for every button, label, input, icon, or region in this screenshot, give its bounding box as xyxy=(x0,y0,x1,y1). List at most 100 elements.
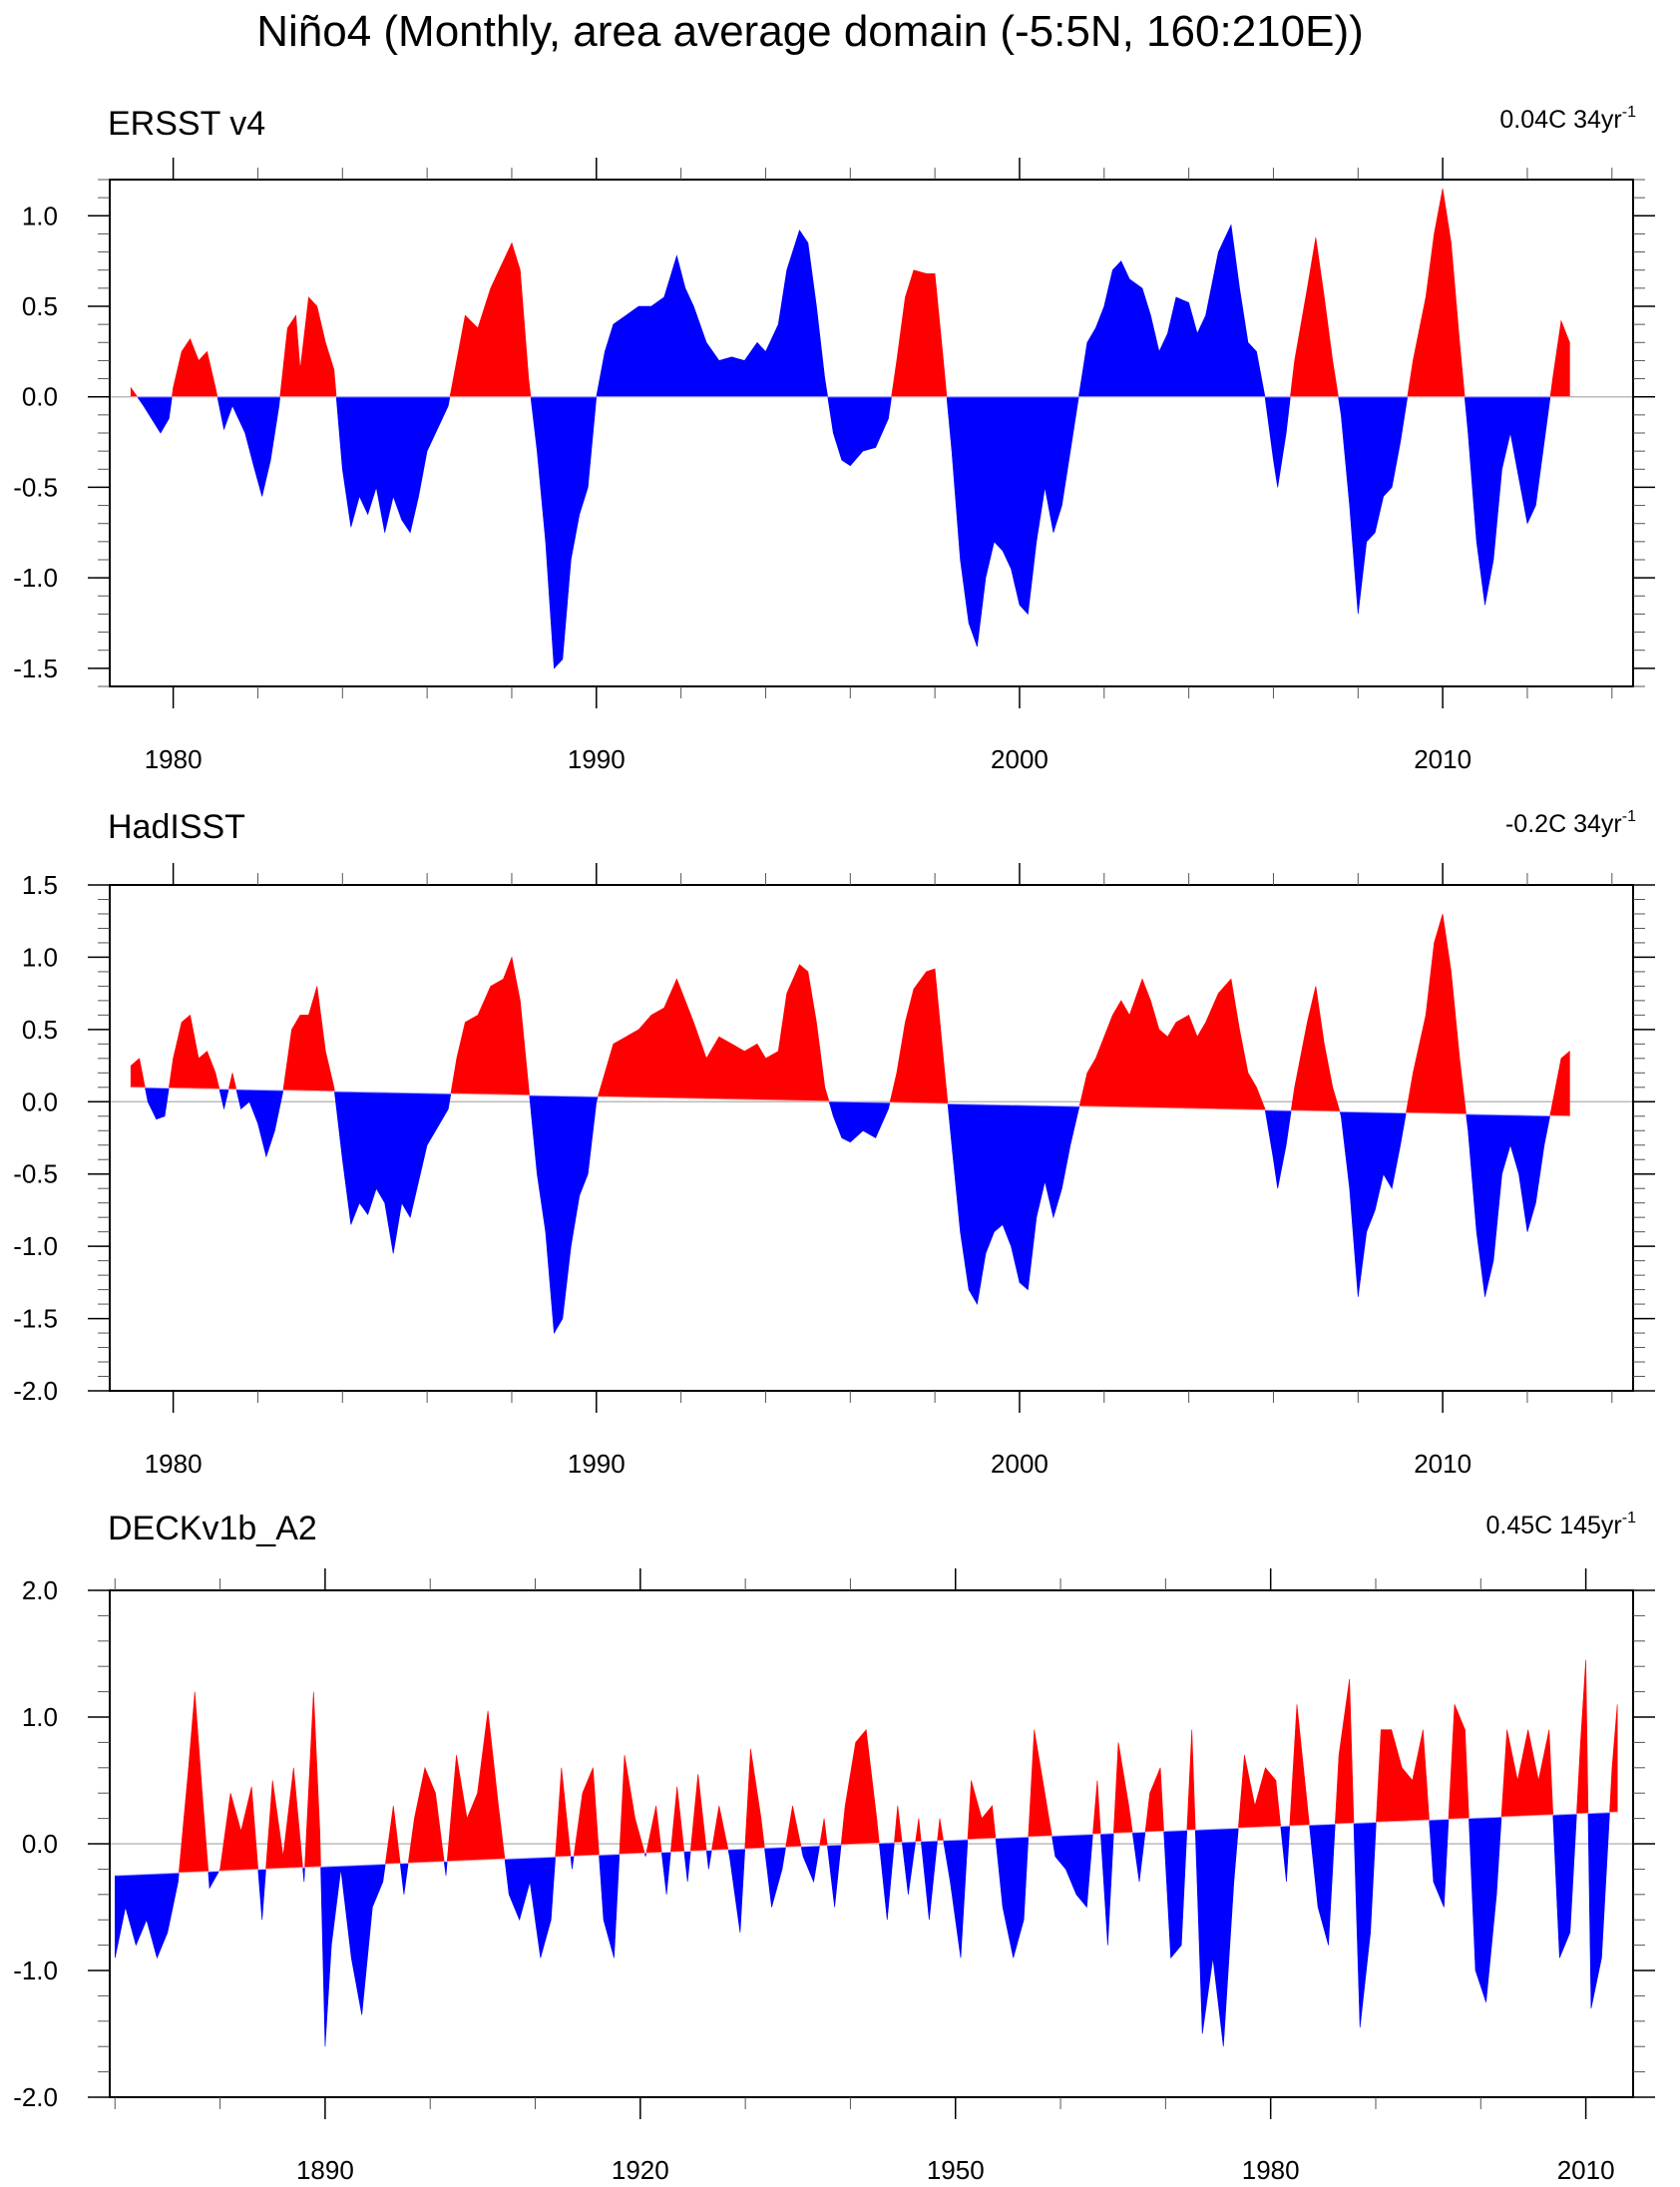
negative-anomaly-area xyxy=(1194,1827,1239,2047)
negative-anomaly-area xyxy=(1280,1825,1291,1883)
negative-anomaly-area xyxy=(1587,1812,1610,2009)
negative-anomaly-area xyxy=(530,229,829,669)
panel-hadisst: HadISST -0.2C 34yr-1 -2.0 -1.5 -1.0 -0.5 0.0 0… xyxy=(13,808,1655,1479)
positive-anomaly-area xyxy=(619,1755,645,1855)
x-tick-label: 1950 xyxy=(927,2155,985,2185)
trend-exponent: -1 xyxy=(1622,1510,1636,1527)
negative-anomaly-area xyxy=(1469,1816,1502,2002)
y-tick-label: -2.0 xyxy=(13,2082,58,2112)
negative-anomaly-area xyxy=(800,1845,820,1884)
positive-anomaly-area xyxy=(1549,319,1570,397)
positive-anomaly-area xyxy=(217,1786,259,1872)
positive-anomaly-area xyxy=(1576,1659,1589,1815)
negative-anomaly-area xyxy=(599,1854,621,1959)
y-tick-label: 1.0 xyxy=(22,201,58,230)
y-tick-label: 1.0 xyxy=(22,1702,58,1732)
positive-anomaly-area xyxy=(265,1767,303,1870)
positive-anomaly-area xyxy=(446,1710,506,1863)
positive-anomaly-area xyxy=(645,1805,662,1854)
negative-anomaly-area xyxy=(920,1840,938,1921)
positive-anomaly-area xyxy=(1376,1729,1430,1823)
positive-anomaly-area xyxy=(744,1748,765,1850)
negative-anomaly-area xyxy=(1309,1823,1336,1946)
negative-anomaly-area xyxy=(1131,1831,1146,1883)
x-tick-label: 1980 xyxy=(145,1449,203,1479)
positive-anomaly-area xyxy=(1289,1704,1310,1827)
negative-anomaly-area xyxy=(828,1100,891,1143)
plot-area-hadisst: -2.0 -1.5 -1.0 -0.5 0.0 0.5 1.0 1.5 1980 1990 2000… xyxy=(13,863,1655,1479)
negative-anomaly-area xyxy=(901,1841,917,1895)
positive-anomaly-area xyxy=(711,1805,729,1851)
negative-anomaly-area xyxy=(333,1091,452,1254)
negative-anomaly-area xyxy=(660,1851,671,1895)
positive-anomaly-area xyxy=(819,1818,828,1847)
negative-anomaly-area xyxy=(570,1856,575,1870)
negative-anomaly-area xyxy=(1339,1110,1407,1297)
trend-label: -0.2C 34yr-1 xyxy=(1505,808,1636,838)
negative-anomaly-area xyxy=(218,1089,229,1109)
x-tick-label: 1980 xyxy=(145,744,203,774)
negative-anomaly-area xyxy=(1552,1813,1577,1959)
positive-anomaly-area xyxy=(669,1786,685,1853)
x-tick-label: 1980 xyxy=(1242,2155,1300,2185)
trend-exponent: -1 xyxy=(1622,808,1636,825)
positive-anomaly-area xyxy=(967,1780,997,1841)
positive-anomaly-area xyxy=(894,1805,903,1844)
y-tick-label: -1.5 xyxy=(13,1304,58,1334)
positive-anomaly-area xyxy=(1334,1678,1355,1825)
x-tick-label: 2000 xyxy=(991,1449,1049,1479)
panel-deck: DECKv1b_A2 0.45C 145yr-1 -2.0 -1.0 0.0 1.0 2.… xyxy=(13,1510,1655,2185)
negative-anomaly-area xyxy=(443,1861,448,1876)
negative-anomaly-area xyxy=(257,1869,266,1921)
negative-anomaly-area xyxy=(1051,1834,1093,1909)
negative-anomaly-area xyxy=(302,1867,305,1883)
trend-baseline xyxy=(115,1811,1618,1877)
trend-value: -0.2C xyxy=(1505,810,1566,838)
y-tick-label: 2.0 xyxy=(22,1575,58,1605)
negative-anomaly-area xyxy=(995,1836,1030,1959)
positive-anomaly-area xyxy=(915,1818,922,1843)
negative-anomaly-area xyxy=(946,223,1291,648)
negative-anomaly-area xyxy=(705,1850,712,1870)
trend-label: 0.45C 145yr-1 xyxy=(1486,1510,1637,1539)
negative-anomaly-area xyxy=(529,1094,599,1335)
positive-anomaly-area xyxy=(889,968,949,1104)
positive-anomaly-area xyxy=(1092,1780,1101,1835)
x-tick-label: 1890 xyxy=(296,2155,354,2185)
positive-anomaly-area xyxy=(449,241,532,397)
trend-period: 34yr xyxy=(1573,106,1622,134)
plot-area-deck: -2.0 -1.0 0.0 1.0 2.0 1890 1920 1950 1980 2010 xyxy=(13,1568,1655,2185)
negative-anomaly-area xyxy=(1429,1819,1450,1908)
negative-anomaly-area xyxy=(1099,1833,1114,1946)
positive-anomaly-area xyxy=(1078,978,1266,1110)
panel-title: ERSST v4 xyxy=(108,105,265,143)
negative-anomaly-area xyxy=(683,1851,691,1883)
plot-area-ersst: -1.5 -1.0 -0.5 0.0 0.5 1.0 1980 1990 2000 2010 xyxy=(13,158,1655,774)
positive-anomaly-area xyxy=(1549,1050,1570,1117)
y-tick-label: 0.5 xyxy=(22,291,58,321)
positive-anomaly-area xyxy=(937,1818,944,1842)
negative-anomaly-area xyxy=(335,396,451,534)
positive-anomaly-area xyxy=(1407,189,1466,397)
panel-ersst: ERSST v4 0.04C 34yr-1 -1.5 -1.0 -0.5 0.0 0.5 1… xyxy=(13,104,1655,774)
negative-anomaly-area xyxy=(399,1863,409,1895)
trend-period: 34yr xyxy=(1573,810,1622,838)
positive-anomaly-area xyxy=(1112,1742,1133,1834)
negative-anomaly-area xyxy=(878,1842,895,1921)
y-tick-label: 1.5 xyxy=(22,870,58,900)
negative-anomaly-area xyxy=(137,396,173,434)
positive-anomaly-area xyxy=(597,964,830,1102)
trend-value: 0.04C xyxy=(1499,106,1566,134)
negative-anomaly-area xyxy=(1264,1109,1292,1189)
x-tick-label: 2010 xyxy=(1414,1449,1471,1479)
trend-period: 145yr xyxy=(1559,1512,1622,1539)
negative-anomaly-area xyxy=(1464,396,1551,606)
positive-anomaly-area xyxy=(573,1767,600,1857)
negative-anomaly-area xyxy=(235,1089,284,1158)
trend-baseline xyxy=(131,1087,1570,1117)
trend-value: 0.45C xyxy=(1486,1512,1553,1539)
positive-anomaly-area xyxy=(1186,1729,1196,1831)
y-tick-label: -1.5 xyxy=(13,654,58,683)
positive-anomaly-area xyxy=(1144,1767,1164,1833)
x-tick-label: 2000 xyxy=(991,744,1049,774)
